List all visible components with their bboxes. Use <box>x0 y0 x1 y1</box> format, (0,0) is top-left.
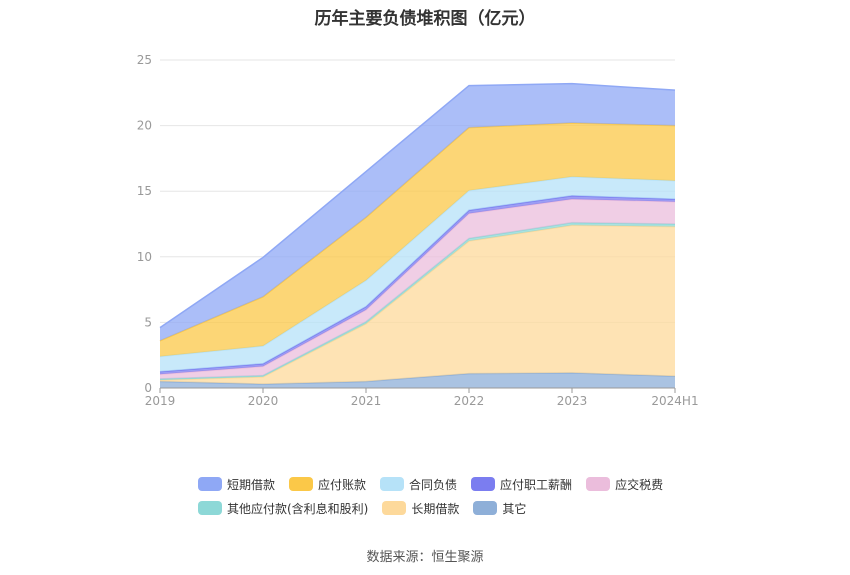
legend-item-accounts-payable[interactable]: 应付账款 <box>289 476 366 493</box>
legend-label: 合同负债 <box>409 477 458 492</box>
series-line <box>159 82 676 329</box>
area-series <box>160 83 675 341</box>
area-series <box>160 199 675 379</box>
legend-item-taxes-payable[interactable]: 应交税费 <box>586 476 663 493</box>
legend-row-1: 短期借款 应付账款 合同负债 应付职工薪酬 应交税费 <box>198 472 758 496</box>
x-tick-label: 2023 <box>557 394 588 408</box>
legend-item-employee-pay[interactable]: 应付职工薪酬 <box>471 476 572 493</box>
legend-swatch <box>382 501 407 515</box>
legend-label: 短期借款 <box>227 477 276 492</box>
legend-swatch <box>289 477 314 491</box>
y-tick-label: 20 <box>137 119 152 133</box>
legend-item-others[interactable]: 其它 <box>473 500 526 517</box>
legend-swatch <box>380 477 405 491</box>
x-tick-label: 2024H1 <box>651 394 698 408</box>
legend-label: 应交税费 <box>615 477 664 492</box>
legend: 短期借款 应付账款 合同负债 应付职工薪酬 应交税费 其他应付款(含利息和股利)… <box>198 472 758 520</box>
area-series <box>160 176 675 372</box>
legend-swatch <box>473 501 498 515</box>
legend-label: 长期借款 <box>411 501 460 516</box>
chart-title: 历年主要负债堆积图（亿元） <box>314 9 536 29</box>
y-tick-label: 25 <box>137 53 152 67</box>
area-series <box>160 372 675 388</box>
legend-swatch <box>586 477 611 491</box>
area-series <box>160 225 675 385</box>
data-source: 数据来源：恒生聚源 <box>366 550 484 565</box>
x-tick-label: 2020 <box>248 394 279 408</box>
legend-swatch <box>198 477 222 491</box>
legend-label: 应付职工薪酬 <box>500 477 573 492</box>
y-tick-label: 15 <box>137 184 152 198</box>
legend-swatch <box>198 501 222 515</box>
legend-swatch <box>471 477 496 491</box>
legend-label: 其他应付款(含利息和股利) <box>227 501 369 516</box>
legend-item-other-payables[interactable]: 其他应付款(含利息和股利) <box>198 500 368 517</box>
area-series <box>160 122 675 357</box>
legend-label: 其它 <box>502 501 527 516</box>
y-tick-label: 5 <box>144 315 152 329</box>
legend-label: 应付账款 <box>318 477 367 492</box>
legend-item-short-term-loans[interactable]: 短期借款 <box>198 476 275 493</box>
legend-item-long-term-loans[interactable]: 长期借款 <box>382 500 459 517</box>
stacked-area-chart: 0 5 10 15 20 25 2019 2020 2021 2022 2023 2024H1 <box>137 53 699 408</box>
legend-row-2: 其他应付款(含利息和股利) 长期借款 其它 <box>198 496 758 520</box>
x-tick-label: 2019 <box>145 394 176 408</box>
x-tick-label: 2021 <box>351 394 382 408</box>
y-tick-label: 0 <box>144 381 152 395</box>
y-tick-label: 10 <box>137 250 152 264</box>
legend-item-contract-liabilities[interactable]: 合同负债 <box>380 476 457 493</box>
x-tick-label: 2022 <box>454 394 485 408</box>
